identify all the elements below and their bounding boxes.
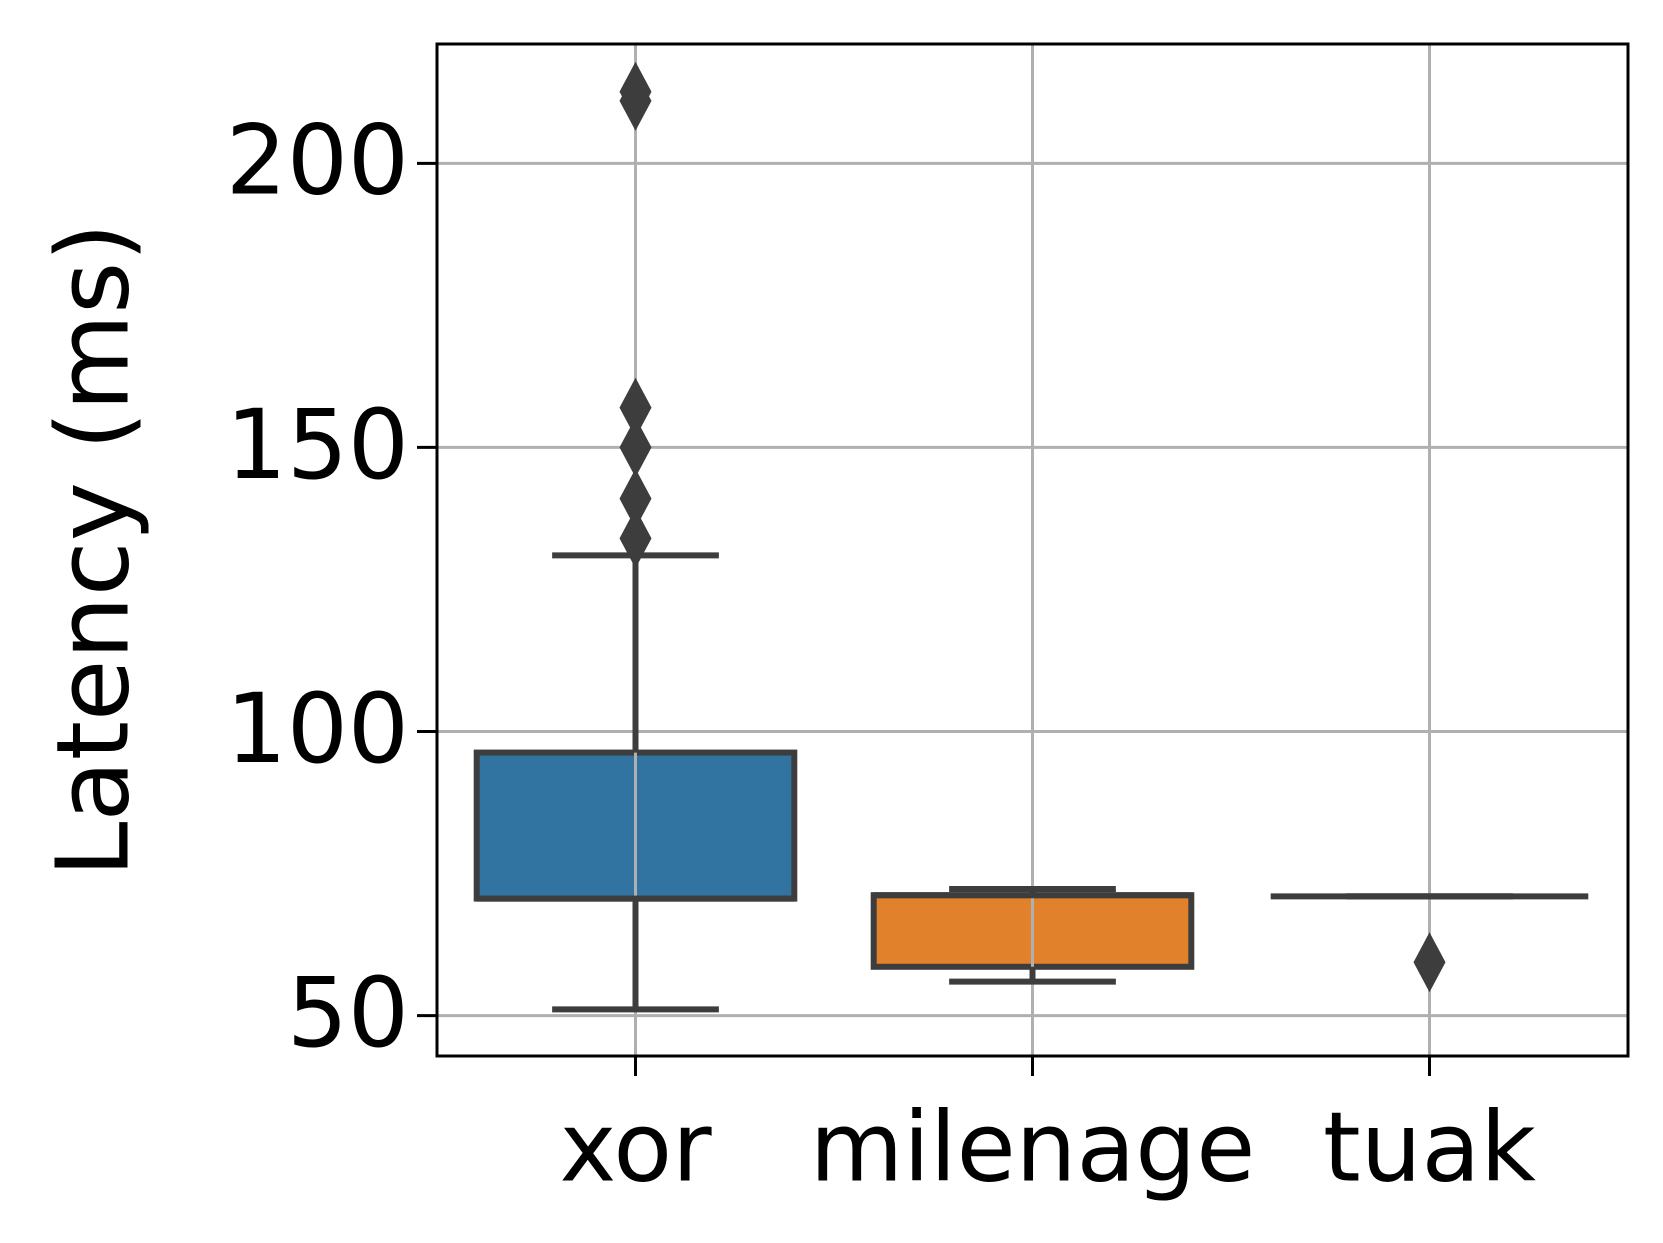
x-tick-label: tuak [1323, 1091, 1536, 1203]
flier [619, 70, 652, 131]
flier [619, 508, 652, 569]
y-tick-label: 150 [226, 389, 409, 501]
y-tick-label: 100 [226, 673, 409, 785]
flier [619, 468, 652, 529]
plot-frame [435, 42, 1630, 1058]
x-tick-label: milenage [810, 1091, 1256, 1203]
y-axis-label: Latency (ms) [34, 223, 151, 878]
flier [619, 377, 652, 438]
y-tick-label: 200 [226, 105, 409, 217]
flier [619, 417, 652, 478]
flier [1413, 932, 1446, 993]
y-tick-label: 50 [287, 957, 409, 1069]
x-tick-label: xor [559, 1091, 712, 1203]
